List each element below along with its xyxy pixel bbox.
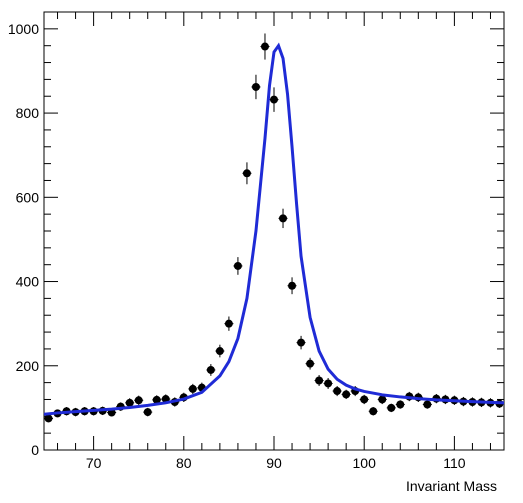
x-tick-label: 90 (266, 455, 282, 471)
data-point-marker (369, 407, 378, 416)
data-point-marker (188, 384, 197, 393)
data-point-marker (333, 387, 342, 396)
data-point (269, 87, 279, 112)
data-point-marker (279, 214, 288, 223)
x-tick-label: 100 (353, 455, 377, 471)
data-point (296, 335, 306, 350)
data-point-marker (324, 379, 333, 388)
data-point-marker (134, 396, 143, 405)
data-point (359, 394, 369, 405)
data-point (233, 257, 243, 275)
data-point-marker (297, 338, 306, 347)
plot-frame (43, 11, 505, 451)
data-point (305, 357, 315, 370)
data-point-marker (423, 400, 432, 409)
data-point (332, 385, 342, 397)
fit-curve (43, 42, 505, 416)
x-tick-label: 110 (443, 455, 466, 471)
data-point (287, 277, 297, 295)
data-point (278, 208, 288, 229)
x-tick-label: 70 (86, 455, 102, 471)
data-point-marker (206, 365, 215, 374)
data-point-marker (215, 347, 224, 356)
data-points (44, 33, 504, 423)
data-point-marker (152, 395, 161, 404)
data-point (341, 389, 351, 400)
data-point-marker (270, 95, 278, 104)
data-point-marker (242, 169, 251, 178)
y-tick-label: 0 (31, 442, 39, 458)
data-point (44, 414, 54, 423)
data-point-marker (224, 319, 233, 328)
data-point (134, 395, 144, 405)
data-point-marker (251, 82, 260, 91)
data-point-marker (233, 261, 242, 270)
data-point (422, 400, 432, 409)
data-point-marker (315, 376, 324, 385)
data-point (323, 377, 333, 389)
data-point (125, 398, 135, 408)
data-point (251, 74, 261, 100)
x-axis-label: Invariant Mass (406, 478, 497, 494)
data-point-marker (360, 395, 369, 404)
x-tick-label: 80 (176, 455, 192, 471)
data-point (314, 375, 324, 386)
data-point-marker (378, 395, 387, 404)
data-point (377, 394, 387, 405)
data-point-marker (143, 408, 152, 417)
data-point (260, 33, 270, 60)
y-tick-label: 400 (16, 274, 40, 290)
data-point (386, 403, 396, 413)
data-point (242, 162, 252, 185)
y-tick-label: 200 (16, 358, 40, 374)
data-point-marker (396, 400, 405, 409)
data-point (143, 407, 153, 417)
data-point (152, 395, 162, 405)
data-point-marker (288, 281, 297, 290)
data-point-marker (342, 390, 351, 399)
y-tick-label: 800 (16, 105, 40, 121)
data-point-marker (44, 414, 53, 423)
data-point (224, 316, 234, 331)
data-point (395, 400, 405, 409)
data-point-marker (306, 359, 315, 368)
y-tick-label: 600 (16, 189, 40, 205)
data-point (215, 344, 225, 358)
data-point-marker (387, 403, 396, 412)
y-tick-label: 1000 (8, 21, 39, 37)
data-point-marker (125, 398, 134, 407)
x-axis-ticks: 70 80 90 100 110 (57, 12, 491, 471)
data-point (206, 364, 216, 376)
data-point (368, 407, 378, 416)
data-point-marker (260, 42, 269, 51)
data-point (188, 383, 198, 394)
